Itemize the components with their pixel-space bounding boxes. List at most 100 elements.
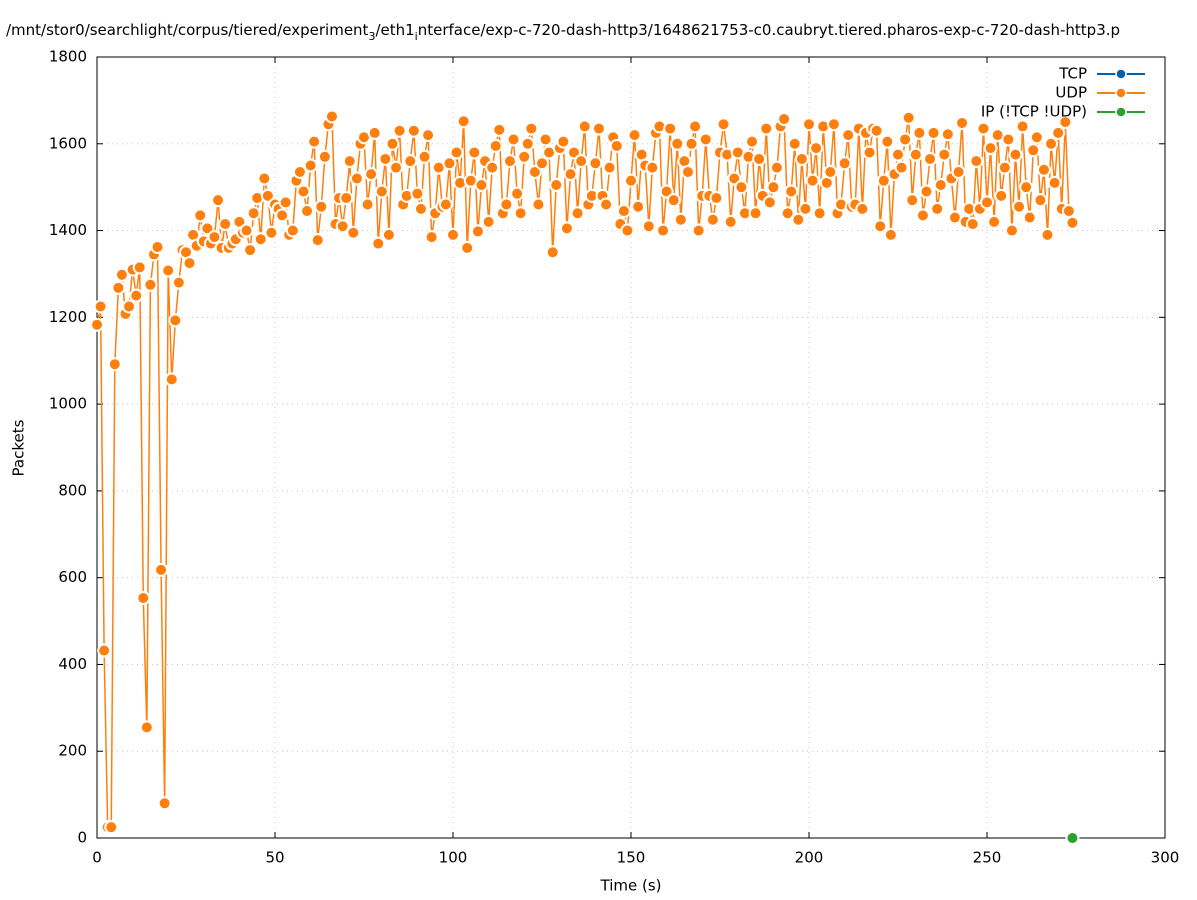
data-point xyxy=(563,167,578,182)
data-point xyxy=(883,227,898,242)
data-point xyxy=(300,204,315,219)
data-point xyxy=(609,138,624,153)
data-point xyxy=(132,260,147,275)
data-point xyxy=(168,313,183,328)
data-point xyxy=(413,201,428,216)
data-point xyxy=(438,197,453,212)
data-point xyxy=(705,212,720,227)
data-point xyxy=(616,204,631,219)
x-tick-label: 100 xyxy=(439,849,468,867)
data-point xyxy=(264,225,279,240)
data-point xyxy=(182,256,197,271)
y-tick-label: 800 xyxy=(58,481,87,499)
data-point xyxy=(727,171,742,186)
data-point xyxy=(723,214,738,229)
data-point xyxy=(762,195,777,210)
data-point xyxy=(577,119,592,134)
data-point xyxy=(545,245,560,260)
data-point xyxy=(734,180,749,195)
x-tick-label: 150 xyxy=(617,849,646,867)
data-point xyxy=(513,206,528,221)
data-point xyxy=(314,199,329,214)
data-point xyxy=(296,184,311,199)
data-point xyxy=(915,208,930,223)
y-tick-label: 400 xyxy=(58,655,87,673)
x-tick-label: 0 xyxy=(92,849,102,867)
data-point xyxy=(645,160,660,175)
data-point xyxy=(218,217,233,232)
data-point xyxy=(983,141,998,156)
data-point xyxy=(588,156,603,171)
data-point xyxy=(502,154,517,169)
title-segment: nterface/exp-c-720-dash-http3/1648621753… xyxy=(418,21,1120,39)
data-point xyxy=(481,214,496,229)
y-axis-label: Packets xyxy=(10,419,28,476)
legend-marker xyxy=(1115,87,1127,99)
y-tick-label: 1000 xyxy=(49,395,87,413)
data-point xyxy=(570,206,585,221)
data-point xyxy=(691,223,706,238)
data-point xyxy=(499,197,514,212)
data-point xyxy=(342,154,357,169)
data-point xyxy=(1044,136,1059,151)
x-tick-label: 250 xyxy=(973,849,1002,867)
data-point xyxy=(901,110,916,125)
data-point xyxy=(1015,119,1030,134)
data-point xyxy=(556,134,571,149)
data-point xyxy=(317,149,332,164)
x-tick-label: 300 xyxy=(1151,849,1180,867)
data-point xyxy=(980,195,994,210)
y-tick-label: 200 xyxy=(58,742,87,760)
data-point xyxy=(987,214,1002,229)
data-point xyxy=(406,123,421,138)
data-point xyxy=(421,128,436,143)
title-segment: 3 xyxy=(368,30,375,43)
data-point xyxy=(392,123,407,138)
data-point xyxy=(531,197,546,212)
data-point xyxy=(275,208,290,223)
data-point xyxy=(994,188,1009,203)
data-point xyxy=(310,233,325,248)
data-point xyxy=(752,151,767,166)
data-point xyxy=(923,151,938,166)
data-point xyxy=(1019,180,1034,195)
data-point xyxy=(104,820,119,835)
data-point xyxy=(164,372,179,387)
data-point xyxy=(620,223,635,238)
data-point xyxy=(460,240,475,255)
data-point xyxy=(919,184,934,199)
data-point xyxy=(122,299,137,314)
data-point xyxy=(492,122,507,137)
data-point xyxy=(385,136,400,151)
data-point xyxy=(1001,132,1016,147)
data-point xyxy=(880,134,895,149)
data-point xyxy=(599,197,614,212)
data-point xyxy=(769,160,784,175)
data-point xyxy=(969,154,984,169)
data-point xyxy=(143,277,158,292)
data-point xyxy=(688,119,703,134)
data-point xyxy=(1036,162,1051,177)
data-point xyxy=(442,156,457,171)
title-segment: /eth1 xyxy=(375,21,414,39)
data-point xyxy=(997,160,1012,175)
data-point xyxy=(1029,130,1044,145)
data-point xyxy=(467,145,482,160)
data-point xyxy=(207,230,222,245)
data-point xyxy=(1004,223,1019,238)
data-point xyxy=(157,796,172,811)
x-tick-label: 200 xyxy=(795,849,824,867)
data-point xyxy=(912,125,927,140)
data-point xyxy=(748,206,763,221)
data-point xyxy=(876,173,891,188)
data-point xyxy=(951,164,966,179)
data-point xyxy=(777,112,792,127)
data-point xyxy=(602,160,617,175)
data-point xyxy=(374,184,389,199)
data-point xyxy=(766,180,781,195)
data-point xyxy=(97,643,112,658)
data-point xyxy=(510,186,525,201)
data-point xyxy=(862,145,877,160)
